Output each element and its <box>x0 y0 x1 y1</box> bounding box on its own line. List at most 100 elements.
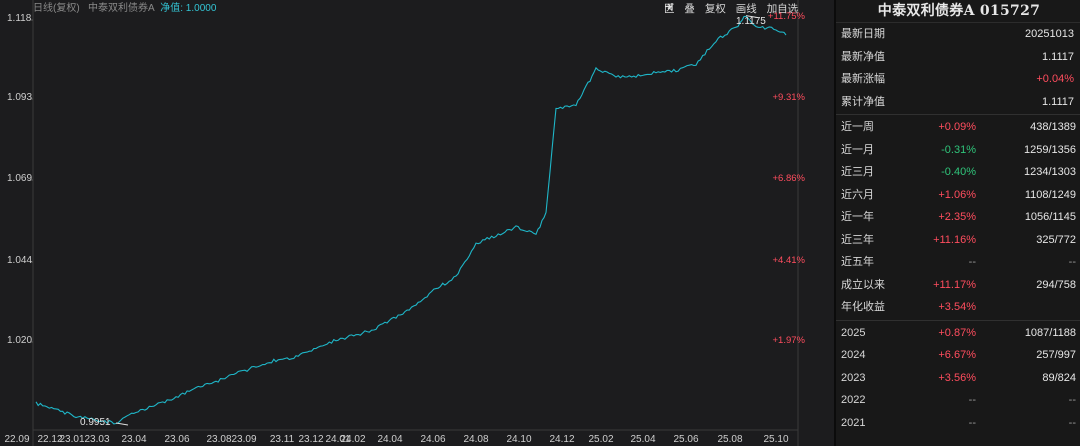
nav-value-label: 净值: 1.0000 <box>160 3 217 14</box>
periods-rank: 325/772 <box>1036 233 1076 246</box>
info-row: 累计净值 1.1117 <box>836 91 1080 114</box>
years-row: 2024 +6.67% 257/997 <box>836 344 1080 367</box>
periods-row: 近五年 -- -- <box>836 251 1080 274</box>
years-rank: 1087/1188 <box>1024 326 1076 339</box>
toolbar-add-watchlist-button[interactable]: 加自选 <box>766 3 799 15</box>
exit-icon[interactable] <box>665 3 817 13</box>
nav-series-line <box>35 15 787 425</box>
years-rank: -- <box>1068 394 1076 406</box>
x-axis-tick-label: 24.01 <box>325 434 351 445</box>
max-marker-line <box>745 15 759 19</box>
periods-rank: 1234/1303 <box>1024 166 1076 178</box>
divider <box>836 114 1080 115</box>
periods-row: 近一月 -0.31% 1259/1356 <box>836 139 1080 162</box>
info-row: 最新净值 1.1117 <box>836 46 1080 69</box>
divider <box>836 319 1080 321</box>
periods-row: 近三年 +11.16% 325/772 <box>836 229 1080 252</box>
info-row: 最新日期 20251013 <box>836 23 1080 46</box>
y-axis-tick-label: 1.044 <box>7 255 33 266</box>
periods-label: 近三年 <box>841 233 874 246</box>
periods-label: 成立以来 <box>841 278 885 291</box>
x-axis-tick-label: 23.04 <box>121 434 147 445</box>
info-label: 累计净值 <box>841 95 885 108</box>
years-label: 2024 <box>841 349 866 361</box>
chart-mode-label: 日线(复权) <box>33 3 80 14</box>
x-axis-tick-label: 23.08 <box>206 434 232 445</box>
x-axis-tick-label: 25.02 <box>588 434 614 445</box>
years-rank: 257/997 <box>1036 349 1076 361</box>
x-axis-tick-label: 22.12 <box>37 434 63 445</box>
x-axis-tick-label: 25.06 <box>673 434 699 445</box>
years-change: -- <box>968 416 976 429</box>
periods-rank: 1108/1249 <box>1024 188 1076 201</box>
periods-change: +11.16% <box>933 233 976 246</box>
periods-change: +11.17% <box>933 278 976 291</box>
min-marker-line <box>115 422 129 426</box>
fund-info-panel: 中泰双利债券A 015727 最新日期 20251013 最新净值 1.1117 最新涨… <box>834 0 1080 446</box>
years-change: +3.56% <box>938 371 976 384</box>
x-axis-tick-label: 25.10 <box>763 434 789 445</box>
periods-rank: 294/758 <box>1036 278 1076 291</box>
chart-svg[interactable] <box>0 0 828 446</box>
x-axis-tick-label: 24.06 <box>420 434 446 445</box>
years-label: 2022 <box>841 394 866 406</box>
x-axis-tick-label: 23.01 <box>59 434 85 445</box>
pct-axis-tick-label: +11.75% <box>767 11 805 22</box>
periods-rank: -- <box>1068 256 1076 268</box>
years-row: 2021 -- -- <box>836 412 1080 435</box>
periods-change: -0.40% <box>941 166 976 178</box>
years-rank: 89/824 <box>1042 371 1076 384</box>
pct-axis-tick-label: +6.86% <box>772 173 806 184</box>
periods-label: 近一周 <box>841 121 874 133</box>
periods-label: 近六月 <box>841 188 874 201</box>
x-axis-tick-label: 23.06 <box>164 434 190 445</box>
periods-label: 近五年 <box>841 256 874 268</box>
pct-axis-tick-label: +9.31% <box>772 92 806 103</box>
toolbar-zone-button[interactable]: 区 <box>664 3 675 15</box>
nav-chart[interactable]: 日线(复权) 中泰双利债券A 净值: 1.0000 区 叠 复权 画线 加自选 … <box>0 0 828 446</box>
periods-rank: 438/1389 <box>1030 121 1076 133</box>
toolbar-adjust-button[interactable]: 复权 <box>704 3 726 15</box>
years-label: 2023 <box>841 371 866 384</box>
toolbar-draw-button[interactable]: 画线 <box>735 3 757 15</box>
chart-header: 日线(复权) 中泰双利债券A 净值: 1.0000 <box>33 2 216 16</box>
periods-row: 成立以来 +11.17% 294/758 <box>836 274 1080 297</box>
years-row: 2022 -- -- <box>836 389 1080 412</box>
x-axis-tick-label: 23.03 <box>84 434 110 445</box>
periods-change: +2.35% <box>938 211 976 223</box>
periods-row: 近一周 +0.09% 438/1389 <box>836 116 1080 139</box>
max-value-annotation: 1.1175 <box>736 16 766 27</box>
info-value: 1.1117 <box>1041 50 1074 63</box>
years-change: +6.67% <box>938 349 976 361</box>
info-label: 最新日期 <box>841 28 885 40</box>
periods-change: -- <box>968 256 976 268</box>
chart-toolbar: 区 叠 复权 画线 加自选 <box>664 2 824 16</box>
x-axis-tick-label: 24.08 <box>463 434 489 445</box>
years-label: 2025 <box>841 326 866 339</box>
info-value: 20251013 <box>1025 28 1074 40</box>
y-axis-tick-label: 1.118 <box>7 13 32 24</box>
x-axis-tick-label: 22.09 <box>4 434 30 445</box>
periods-label: 近一年 <box>841 211 874 223</box>
pct-axis-tick-label: +1.97% <box>772 335 806 346</box>
x-axis-tick-label: 24.12 <box>549 434 575 445</box>
min-value-annotation: 0.9951 <box>80 417 111 428</box>
years-label: 2021 <box>841 416 866 429</box>
info-label: 最新涨幅 <box>841 73 885 85</box>
years-row: 2025 +0.87% 1087/1188 <box>836 322 1080 345</box>
info-value: 1.1117 <box>1041 95 1074 108</box>
periods-label: 近一月 <box>841 143 874 156</box>
x-axis-tick-label: 25.04 <box>630 434 656 445</box>
x-axis-tick-label: 24.02 <box>340 434 366 445</box>
pct-axis-tick-label: +4.41% <box>772 255 806 266</box>
x-axis-tick-label: 24.10 <box>506 434 532 445</box>
x-axis-tick-label: 23.09 <box>231 434 257 445</box>
fund-title: 中泰双利债券A 015727 <box>836 0 1080 23</box>
periods-row: 近三月 -0.40% 1234/1303 <box>836 161 1080 184</box>
years-change: +0.87% <box>938 326 976 339</box>
periods-row: 近一年 +2.35% 1056/1145 <box>836 206 1080 229</box>
x-axis-tick-label: 24.04 <box>377 434 403 445</box>
y-axis-tick-label: 1.093 <box>7 92 33 103</box>
x-axis-tick-label: 25.08 <box>717 434 743 445</box>
toolbar-overlay-button[interactable]: 叠 <box>684 3 695 15</box>
